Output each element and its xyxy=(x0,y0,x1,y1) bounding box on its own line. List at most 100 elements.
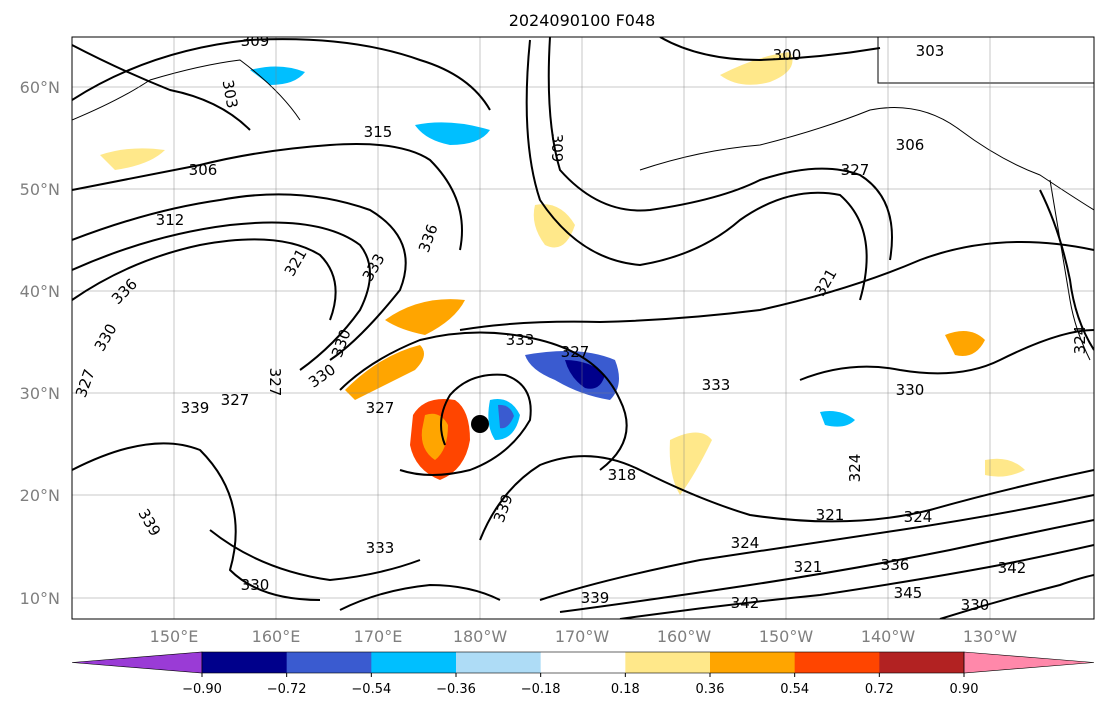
contour-label: 324 xyxy=(846,454,864,483)
lat-label: 60°N xyxy=(20,78,60,97)
positive-anomaly-east xyxy=(945,331,985,356)
contour-line xyxy=(559,519,1094,613)
contour-label: 333 xyxy=(702,376,731,394)
lat-label: 50°N xyxy=(20,180,60,199)
contour-label: 315 xyxy=(364,123,393,141)
colorbar-tick-label: 0.54 xyxy=(780,682,809,697)
colorbar-segment xyxy=(286,652,372,673)
lat-label: 20°N xyxy=(20,486,60,505)
contour-line xyxy=(72,238,337,321)
map-background xyxy=(72,37,1094,619)
contour-label: 330 xyxy=(241,576,270,594)
colorbar-extend-min xyxy=(71,651,203,674)
contour-line xyxy=(547,37,893,261)
contour-label: 321 xyxy=(794,558,823,576)
contour-line xyxy=(1039,189,1094,351)
contour-label: 312 xyxy=(156,211,185,229)
lon-label: 170°E xyxy=(354,627,403,646)
colorbar-tick-label: −0.36 xyxy=(436,682,476,697)
contour-label: 327 xyxy=(561,343,590,361)
positive-anomaly-central xyxy=(533,204,575,248)
coastline-north-america xyxy=(1049,179,1091,361)
contour-label: 327 xyxy=(221,391,250,409)
colorbar-tick-label: −0.72 xyxy=(267,682,307,697)
lon-label: 170°W xyxy=(555,627,610,646)
colorbar-segment xyxy=(202,652,288,673)
contour-label: 321 xyxy=(816,506,845,524)
negative-anomaly-east-core xyxy=(565,360,605,389)
contour-line xyxy=(72,193,407,361)
contour-label: 324 xyxy=(731,534,760,552)
contour-label: 333 xyxy=(506,331,535,349)
colorbar-segment xyxy=(625,652,711,673)
longitude-labels: 150°E 160°E 170°E 180°W 170°W 160°W 150°… xyxy=(150,627,1018,646)
colorbar-tick-label: 0.36 xyxy=(696,682,725,697)
contour-line xyxy=(399,373,532,476)
colorbar-segment xyxy=(879,652,965,673)
contour-line xyxy=(72,38,491,111)
latitude-labels: 60°N 50°N 40°N 30°N 20°N 10°N xyxy=(20,78,60,608)
colorbar-ticks: −0.90 −0.72 −0.54 −0.36 −0.18 0.18 0.36 0.54 0.7… xyxy=(182,673,978,697)
colorbar-segments xyxy=(71,651,1095,674)
lon-label: 140°W xyxy=(861,627,916,646)
contour-label: 306 xyxy=(896,136,925,154)
colorbar-tick-label: 0.72 xyxy=(865,682,894,697)
colorbar: −0.90 −0.72 −0.54 −0.36 −0.18 0.18 0.36 0.54 0.7… xyxy=(71,651,1095,697)
anomaly-shading xyxy=(100,52,1025,495)
contour-line xyxy=(479,455,1094,541)
colorbar-frame xyxy=(201,651,965,674)
contour-line xyxy=(209,529,421,581)
contour-label: 339 xyxy=(181,399,210,417)
colorbar-tick-label: 0.18 xyxy=(611,682,640,697)
contour-label: 345 xyxy=(894,584,923,602)
lat-label: 30°N xyxy=(20,384,60,403)
contour-label: 342 xyxy=(998,559,1027,577)
contour-label: 324 xyxy=(1071,326,1089,355)
contour-line xyxy=(659,37,881,61)
colorbar-tick-label: −0.18 xyxy=(521,682,561,697)
contour-line xyxy=(939,574,1094,619)
contour-label: 303 xyxy=(219,78,242,109)
lon-label: 180°W xyxy=(453,627,508,646)
positive-anomaly-band-2 xyxy=(385,299,465,335)
negative-anomaly-core xyxy=(498,404,514,429)
contour-label: 309 xyxy=(241,32,270,50)
lon-label: 150°E xyxy=(150,627,199,646)
contour-label: 318 xyxy=(608,466,637,484)
colorbar-tick-label: −0.90 xyxy=(182,682,222,697)
contour-label: 339 xyxy=(581,589,610,607)
contour-line xyxy=(72,442,321,601)
map-panel: 309 303 300 303 315 306 306 312 309 321 … xyxy=(71,32,1095,620)
contour-label: 330 xyxy=(896,381,925,399)
positive-anomaly-west xyxy=(100,148,165,170)
contour-label: 324 xyxy=(904,508,933,526)
contour-label: 333 xyxy=(366,539,395,557)
contour-label: 330 xyxy=(961,596,990,614)
contour-line xyxy=(525,39,868,301)
contour-label: 306 xyxy=(189,161,218,179)
positive-anomaly-southeast xyxy=(985,458,1025,477)
contour-label: 342 xyxy=(731,594,760,612)
colorbar-segment xyxy=(540,652,626,673)
negative-anomaly-northwest xyxy=(250,66,305,85)
contour-line xyxy=(72,143,463,251)
contour-label: 303 xyxy=(916,42,945,60)
positive-anomaly-south xyxy=(669,432,712,495)
contour-line xyxy=(72,221,371,371)
lon-label: 160°E xyxy=(252,627,301,646)
contour-label: 327 xyxy=(366,399,395,417)
lat-label: 40°N xyxy=(20,282,60,301)
contour-line xyxy=(799,329,1094,381)
colorbar-tick-label: −0.54 xyxy=(351,682,391,697)
colorbar-segment xyxy=(710,652,796,673)
contours xyxy=(72,37,1094,619)
lon-label: 150°W xyxy=(759,627,814,646)
map-frame xyxy=(71,36,1095,620)
contour-label: 309 xyxy=(548,134,566,163)
colorbar-tick-label: 0.90 xyxy=(950,682,979,697)
contour-line xyxy=(339,584,501,611)
lon-label: 160°W xyxy=(657,627,712,646)
contour-label: 336 xyxy=(881,556,910,574)
negative-anomaly-southeast xyxy=(820,411,855,427)
contour-label: 327 xyxy=(266,368,284,397)
